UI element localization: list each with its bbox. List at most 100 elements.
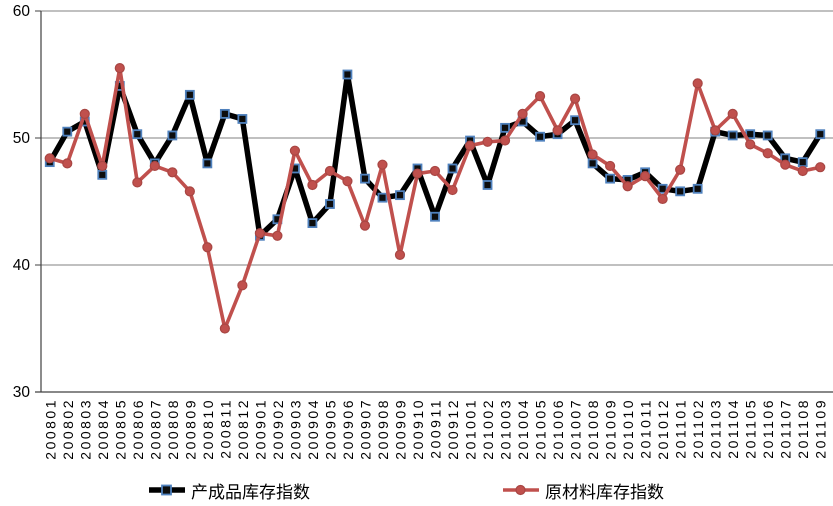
data-marker-square	[727, 130, 738, 141]
data-marker-square	[692, 183, 703, 194]
x-tick-label: 200906	[340, 398, 356, 460]
data-marker-square	[202, 158, 213, 169]
data-marker-circle	[184, 186, 195, 197]
data-marker-circle	[202, 242, 213, 253]
x-tick-label: 200804	[95, 398, 111, 460]
x-tick-label: 200904	[305, 398, 321, 460]
data-marker-circle	[552, 125, 563, 136]
x-tick-label: 200806	[130, 398, 146, 460]
x-tick-label: 200902	[270, 398, 286, 460]
data-marker-circle	[727, 108, 738, 119]
x-tick-label: 200810	[200, 398, 216, 460]
data-marker-square	[62, 126, 73, 137]
data-marker-square	[167, 130, 178, 141]
data-marker-circle	[797, 165, 808, 177]
data-marker-circle	[79, 108, 90, 119]
data-marker-square	[587, 158, 598, 169]
data-marker-circle	[569, 93, 581, 104]
x-tick-label: 201001	[463, 398, 479, 460]
data-marker-circle	[745, 139, 756, 150]
data-marker-square	[377, 192, 388, 203]
data-marker-circle	[815, 162, 826, 173]
x-tick-label: 200908	[375, 398, 391, 460]
data-marker-circle	[447, 184, 458, 196]
x-tick-label: 201109	[813, 398, 829, 459]
data-marker-circle	[394, 249, 406, 260]
x-tick-label: 200808	[165, 398, 181, 460]
data-marker-circle	[429, 165, 441, 177]
data-marker-square	[219, 108, 230, 119]
data-marker-square	[97, 169, 108, 180]
x-tick-label: 201003	[498, 398, 514, 460]
data-marker-square	[675, 186, 686, 197]
x-tick-label: 200807	[147, 398, 163, 460]
data-marker-circle	[517, 108, 528, 119]
data-marker-circle	[675, 164, 686, 175]
data-marker-circle	[762, 148, 773, 159]
y-tick-label: 50	[13, 130, 31, 147]
x-tick-label: 201006	[550, 398, 566, 460]
data-marker-circle	[219, 323, 230, 334]
data-marker-square	[500, 122, 510, 133]
x-tick-label: 201105	[743, 398, 759, 459]
data-marker-square	[360, 173, 370, 184]
data-marker-circle	[692, 78, 703, 89]
finished-goods-line-swatch-icon	[149, 484, 185, 496]
x-tick-label: 200912	[445, 398, 461, 460]
x-tick-label: 200911	[428, 398, 444, 459]
data-marker-square	[184, 89, 195, 100]
legend-label-finished-goods: 产成品库存指数	[191, 482, 310, 502]
data-marker-circle	[412, 168, 423, 179]
data-marker-square	[535, 131, 545, 142]
legend-item-finished-goods-index: 产成品库存指数	[148, 477, 310, 503]
data-marker-circle	[97, 160, 108, 172]
x-tick-label: 201102	[690, 398, 706, 459]
data-marker-square	[342, 69, 353, 80]
legend-item-raw-materials-index: 原材料库存指数	[502, 477, 664, 503]
x-tick-label: 200803	[77, 398, 93, 460]
data-marker-square	[815, 129, 826, 140]
data-marker-square	[132, 129, 143, 140]
data-marker-square	[762, 130, 773, 141]
x-tick-label: 200903	[287, 398, 303, 460]
data-marker-circle	[167, 167, 178, 178]
data-marker-square	[605, 173, 616, 184]
data-marker-square	[447, 163, 458, 174]
x-tick-label: 201107	[778, 398, 794, 459]
data-marker-circle	[605, 160, 616, 172]
x-tick-label: 200901	[252, 398, 268, 460]
x-tick-label: 200805	[112, 398, 128, 460]
data-marker-circle	[710, 125, 721, 136]
x-tick-label: 200905	[322, 398, 338, 460]
data-marker-circle	[499, 135, 511, 146]
data-marker-circle	[44, 153, 55, 164]
data-marker-circle	[622, 181, 633, 192]
y-tick-label: 40	[13, 257, 31, 274]
x-tick-label: 201008	[585, 398, 601, 460]
chart-legend: 产成品库存指数 原材料库存指数	[0, 477, 833, 503]
x-tick-label: 201002	[480, 398, 496, 460]
data-marker-circle	[149, 160, 160, 172]
x-tick-label: 201004	[515, 398, 531, 460]
x-tick-label: 200812	[235, 398, 251, 460]
data-marker-circle	[534, 90, 546, 102]
x-tick-label: 200811	[217, 398, 233, 459]
data-marker-circle	[464, 140, 476, 151]
x-tick-label: 201011	[638, 398, 654, 459]
x-tick-label: 201103	[708, 398, 724, 459]
data-marker-square	[395, 190, 405, 201]
data-marker-circle	[587, 149, 598, 160]
data-marker-square	[570, 115, 580, 126]
data-marker-square	[237, 114, 248, 124]
raw-materials-line-swatch-icon	[503, 484, 539, 496]
data-marker-circle	[62, 158, 73, 169]
data-marker-circle	[237, 280, 248, 291]
data-marker-circle	[342, 176, 353, 187]
data-marker-circle	[307, 179, 318, 191]
x-tick-label: 200802	[60, 398, 76, 460]
data-marker-circle	[377, 159, 388, 170]
legend-label-raw-materials: 原材料库存指数	[545, 482, 664, 502]
series-line-1	[47, 66, 823, 331]
